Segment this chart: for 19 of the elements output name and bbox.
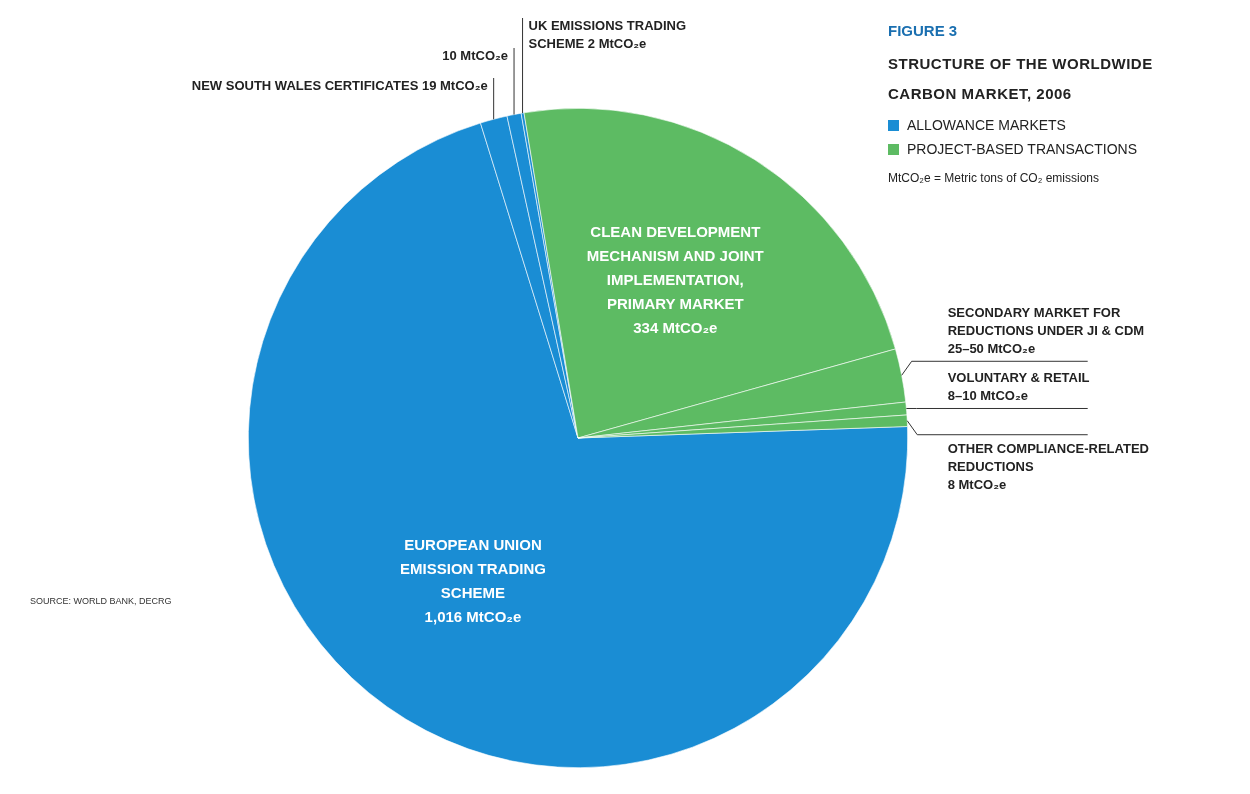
data-label: 1,016 MtCO₂e (424, 607, 522, 625)
text: MtCO₂e = Metric tons of CO₂ emissions (888, 171, 1101, 185)
slice-label: SECONDARY MARKET FOR REDUCTIONS UNDER JI & CDM (947, 305, 1145, 339)
source-note: SOURCE: WORLD BANK, DECRG (30, 595, 173, 608)
data-label: 10 MtCO₂e (442, 48, 509, 63)
slice-label: EUROPEAN UNION EMISSION TRADING SCHEME (400, 535, 546, 601)
text: PROJECT-BASED TRANSACTIONS (907, 141, 1138, 157)
slice-label: CLEAN DEVELOPMENT MECHANISM AND JOINT IMPLEMENTATION, PRIMARY MARKET (586, 222, 764, 312)
slice-label: UK EMISSIONS TRADING SCHEME 2 MtCO₂e (528, 18, 687, 51)
data-label: 8–10 MtCO₂e (947, 388, 1028, 404)
text: STRUCTURE OF THE WORLDWIDE CARBON MARKET, 2006 (888, 54, 1154, 104)
slice-label: OTHER COMPLIANCE-RELATED REDUCTIONS (947, 440, 1149, 474)
data-label: 334 MtCO₂e (633, 318, 718, 336)
slice-label: NEW SOUTH WALES CERTIFICATES 19 MtCO₂e (191, 78, 488, 93)
data-label: 8 MtCO₂e (947, 476, 1007, 492)
text: ALLOWANCE MARKETS (907, 117, 1066, 133)
slice-label: VOLUNTARY & RETAIL (947, 370, 1090, 386)
data-label: 25–50 MtCO₂e (947, 341, 1036, 357)
chart-title: FIGURE 3 (888, 22, 959, 39)
